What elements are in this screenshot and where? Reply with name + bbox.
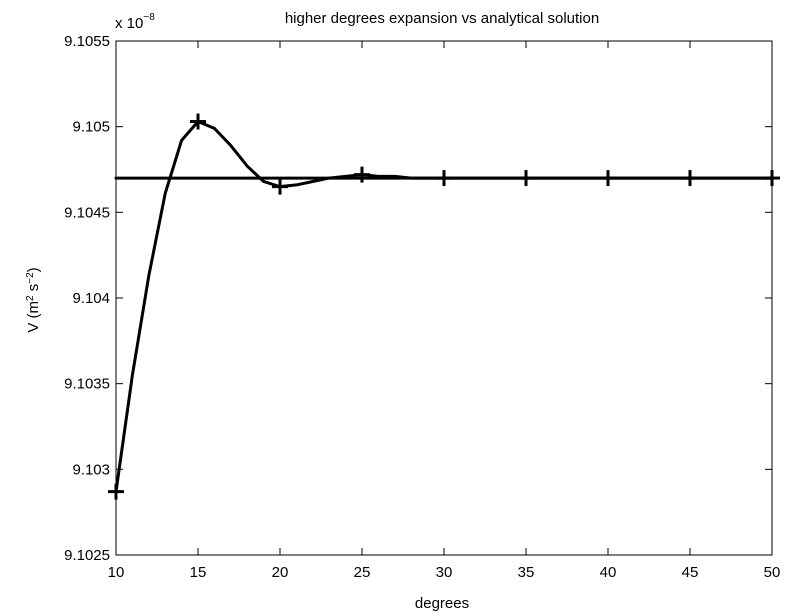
y-tick-label: 9.103	[72, 461, 110, 478]
y-axis-label-base: V (m	[25, 301, 42, 333]
chart-title: higher degrees expansion vs analytical s…	[285, 10, 599, 27]
y-exponent-sup: −8	[143, 12, 155, 23]
y-axis-label-sup2: −2	[25, 272, 36, 284]
x-tick-label: 25	[354, 564, 371, 581]
x-tick-label: 15	[190, 564, 207, 581]
x-tick-label: 30	[436, 564, 453, 581]
plus-marker	[272, 178, 288, 195]
plot-frame	[115, 40, 773, 556]
x-tick-label: 45	[682, 564, 699, 581]
plot-area	[115, 40, 773, 556]
ticks-layer: 10 15 20 25 30 35 40 45 50 9.1025 9.103 9.1035 9.104…	[64, 33, 780, 581]
x-tick-label: 10	[108, 564, 125, 581]
plus-marker	[108, 483, 124, 500]
x-tick-label: 35	[518, 564, 535, 581]
y-axis-label: V (m2 s−2)	[25, 267, 43, 332]
y-tick-label: 9.104	[72, 290, 110, 307]
y-tick-label: 9.1045	[64, 204, 110, 221]
plus-marker	[354, 166, 370, 183]
x-axis-label: degrees	[415, 595, 469, 612]
y-tick-label: 9.1035	[64, 376, 110, 393]
x-tick-label: 40	[600, 564, 617, 581]
y-axis-label-mid: s	[25, 284, 42, 296]
x-tick-label: 20	[272, 564, 289, 581]
y-tick-label: 9.1025	[64, 547, 110, 564]
y-tick-label: 9.1055	[64, 33, 110, 50]
series-layer	[108, 113, 780, 500]
y-axis-label-end: )	[25, 267, 42, 272]
y-exponent-label: x 10−8	[115, 12, 155, 32]
plus-marker	[190, 113, 206, 130]
x-tick-label: 50	[764, 564, 781, 581]
y-tick-label: 9.105	[72, 119, 110, 136]
y-exponent-base: x 10	[115, 15, 143, 32]
y-axis-label-sup1: 2	[25, 295, 36, 301]
